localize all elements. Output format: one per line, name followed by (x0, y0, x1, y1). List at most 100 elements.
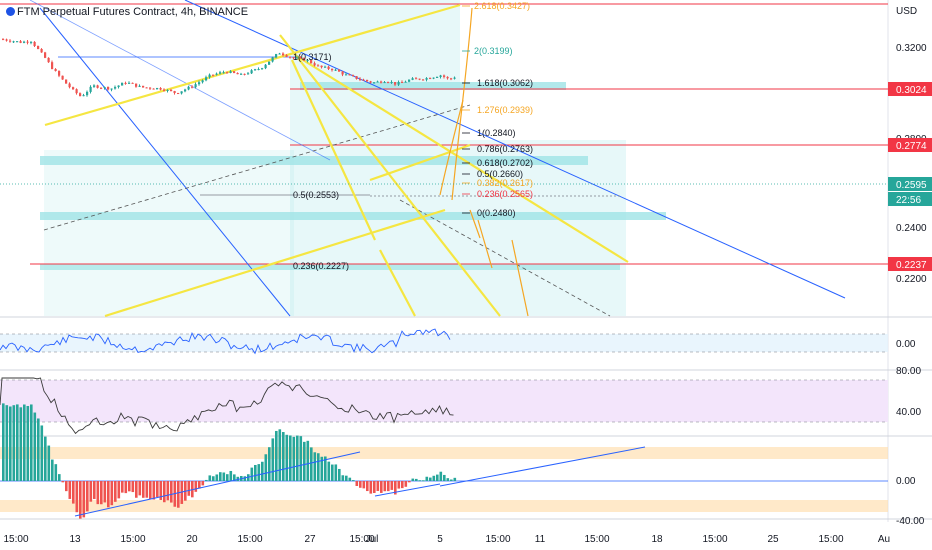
candle (324, 65, 327, 68)
price-tick-label: 0.2200 (896, 274, 927, 285)
dashed-down-line (399, 199, 611, 317)
osc-bar (306, 440, 310, 481)
osc-bar (404, 481, 408, 487)
osc-bar (296, 435, 299, 481)
candle (149, 87, 152, 91)
candle-body (289, 56, 292, 58)
candle-body (233, 71, 236, 73)
osc-bar (446, 478, 450, 481)
candle-body (68, 83, 71, 88)
candle (2, 38, 5, 41)
fib-level-label: 2.618(0.3427) (474, 1, 530, 11)
price-tick-label: 0.3200 (896, 43, 927, 54)
candle-body (19, 41, 22, 43)
osc-bar (163, 481, 166, 503)
rsi-axis-label-bottom: 40.00 (896, 407, 921, 418)
osc-bar (397, 481, 401, 489)
symbol-icon (6, 7, 15, 16)
osc-bar (121, 481, 124, 493)
candle-body (23, 41, 26, 43)
price-tag-label: 0.2774 (896, 141, 927, 152)
candle (180, 91, 183, 95)
osc-bar (383, 481, 387, 492)
currency-label: USD (896, 6, 917, 17)
candle (383, 80, 386, 84)
osc-upper-band (0, 447, 888, 459)
candle (278, 52, 281, 55)
osc-bar (96, 481, 100, 505)
candle-body (201, 80, 204, 83)
candle-body (355, 76, 358, 79)
trend-line-blue-1 (39, 7, 291, 317)
osc-bar (289, 435, 292, 481)
candle (408, 79, 411, 83)
candle-body (145, 87, 148, 89)
osc-bar (37, 418, 40, 481)
candle (341, 70, 344, 77)
chart-title-text: FTM Perpetual Futures Contract, 4h, BINA… (17, 6, 249, 18)
candle (205, 75, 208, 82)
candle (394, 82, 397, 87)
time-tick-label: 15:00 (584, 534, 609, 545)
candle (317, 64, 320, 67)
osc-bar (205, 479, 208, 481)
candle (117, 85, 120, 89)
candle-body (264, 64, 267, 69)
candle (397, 80, 400, 86)
candle (443, 74, 446, 79)
fib-band-1618 (300, 82, 566, 90)
osc-bar (30, 404, 33, 481)
candle (5, 38, 8, 42)
candle-body (229, 71, 232, 73)
candle-body (156, 87, 159, 90)
candle-body (411, 78, 414, 80)
candle (173, 90, 176, 95)
candle-body (380, 81, 383, 83)
candle-body (152, 88, 155, 90)
candle (26, 39, 29, 45)
macd-line (0, 328, 451, 355)
candle (380, 80, 383, 84)
retrace-level-label: 0.5(0.2553) (293, 190, 339, 200)
candle-body (135, 83, 138, 87)
candle (96, 84, 99, 89)
left-zone (44, 150, 294, 316)
candle (103, 86, 106, 90)
candle-body (429, 78, 432, 80)
candle (33, 41, 36, 48)
channel-line (379, 249, 416, 317)
candle-body (79, 93, 82, 97)
candle (373, 82, 376, 84)
candle-body (107, 86, 110, 90)
candle (453, 76, 456, 80)
candle (338, 69, 341, 72)
time-tick-label: 25 (767, 534, 779, 545)
candle (208, 73, 211, 79)
osc-bar (219, 472, 222, 481)
candle (226, 71, 229, 74)
candle-body (348, 74, 351, 76)
fib-band-0618 (40, 156, 588, 165)
candle (131, 82, 134, 84)
candle-body (30, 41, 33, 43)
candle-body (89, 86, 92, 92)
osc-bar (138, 481, 142, 496)
fib-band-0 (40, 212, 666, 220)
osc-bar (23, 404, 26, 481)
fib-level-label: 0.5(0.2660) (477, 169, 523, 179)
candle (401, 80, 404, 84)
candle (261, 67, 264, 70)
candle-body (401, 82, 404, 84)
candle-body (138, 85, 141, 87)
osc-bar (229, 470, 233, 481)
candle (320, 65, 323, 69)
candle (163, 88, 166, 92)
candle-body (268, 61, 271, 65)
osc-bar (432, 475, 436, 481)
osc-bar (86, 481, 89, 512)
osc-bar (47, 445, 51, 481)
candle (299, 56, 302, 59)
candle (201, 79, 204, 84)
